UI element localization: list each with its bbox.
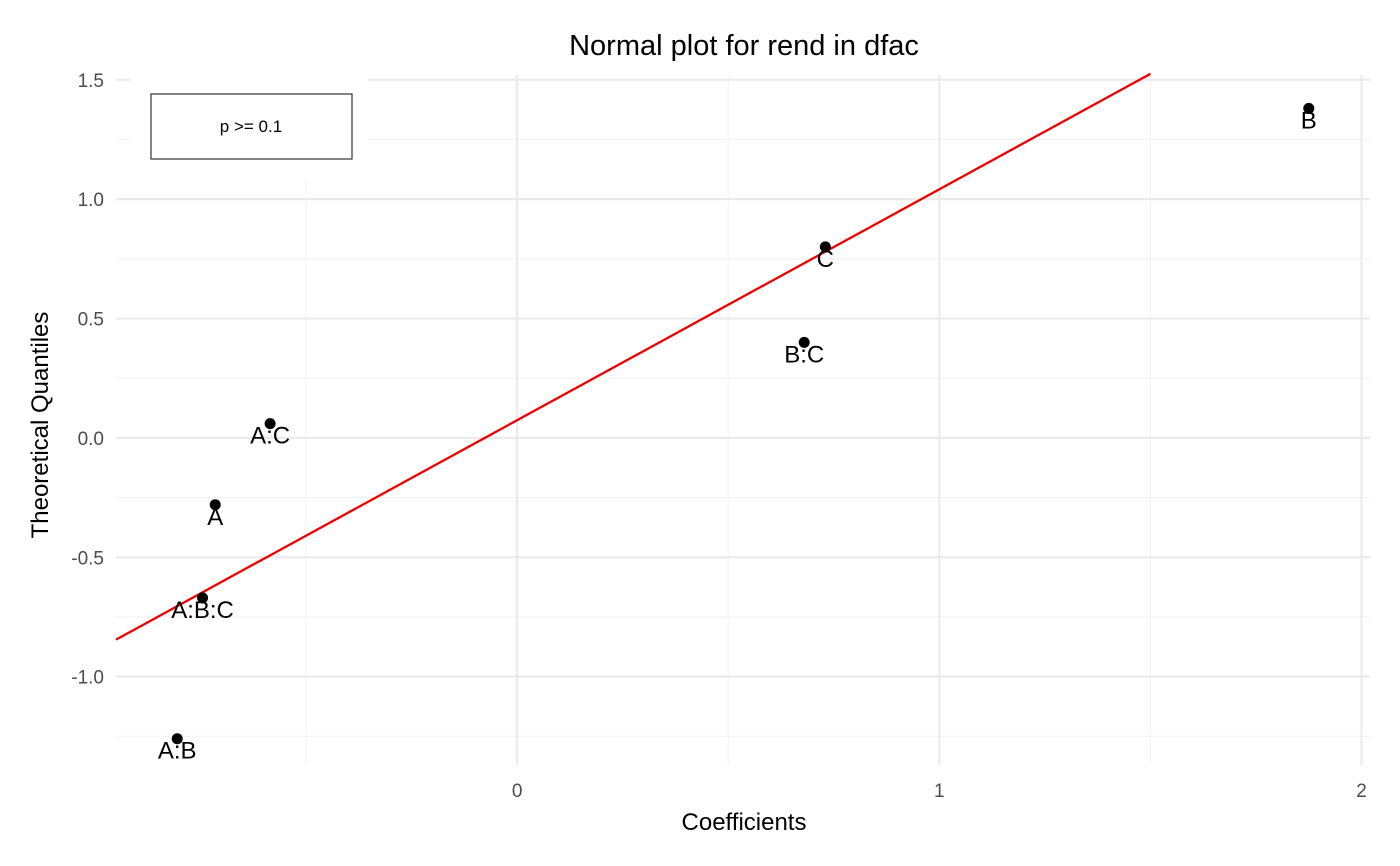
y-tick-label: 1.5 (78, 71, 104, 92)
data-point-label: A:B:C (171, 597, 234, 624)
x-tick-label: 1 (934, 781, 945, 802)
data-point-label: A:C (250, 423, 290, 450)
x-axis-ticks: 0 1 2 (512, 781, 1367, 802)
x-axis-title: Coefficients (682, 809, 807, 836)
data-point (209, 499, 221, 511)
data-point (1303, 102, 1315, 114)
y-tick-label: 1.0 (78, 190, 104, 211)
y-tick-label: -1.0 (71, 668, 104, 689)
legend-entry: p >= 0.1 (220, 117, 282, 136)
y-tick-label: 0.0 (78, 429, 104, 450)
minor-gridlines (116, 75, 1370, 765)
y-tick-label: 0.5 (78, 310, 104, 331)
data-point-label: C (817, 246, 834, 273)
data-point-label: B:C (784, 341, 824, 368)
legend-box (150, 93, 353, 160)
point-labels: A:B A:B:C A A:C B:C C B (158, 107, 1317, 764)
data-point (264, 418, 276, 430)
data-point (197, 592, 209, 604)
reference-line (115, 72, 1151, 641)
y-axis-ticks: -1.0 -0.5 0.0 0.5 1.0 1.5 (71, 71, 104, 689)
data-points (171, 102, 1315, 745)
data-point-label: A (207, 504, 223, 531)
legend: p >= 0.1 (130, 72, 368, 180)
data-point (819, 241, 831, 253)
data-point-label: B (1301, 107, 1317, 134)
data-point (171, 733, 183, 745)
y-axis-title: Theoretical Quantiles (27, 312, 54, 539)
y-tick-label: -0.5 (71, 548, 104, 569)
x-tick-label: 2 (1356, 781, 1367, 802)
data-point-label: A:B (158, 738, 197, 765)
x-tick-label: 0 (512, 781, 523, 802)
chart-title: Normal plot for rend in dfac (569, 30, 919, 62)
reference-line-group (115, 72, 1151, 641)
data-point (798, 336, 810, 348)
